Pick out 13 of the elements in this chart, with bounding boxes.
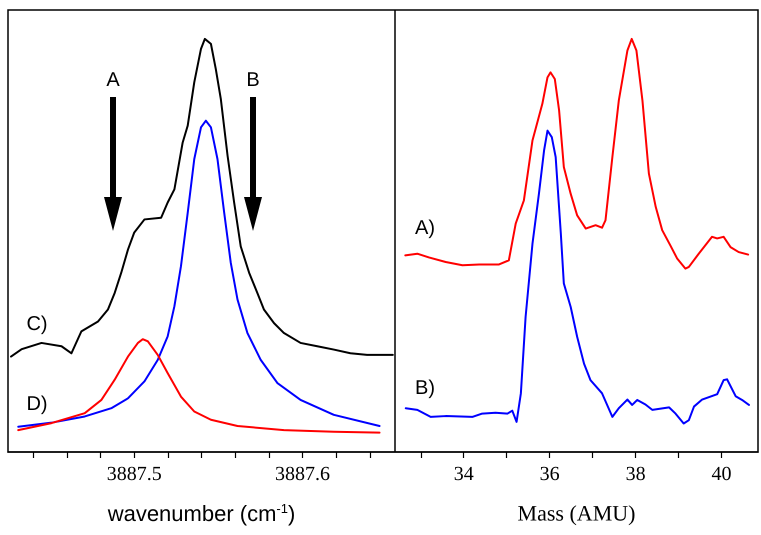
annotation: B — [246, 69, 260, 91]
annotation: A) — [415, 217, 435, 239]
annotation: A — [106, 69, 120, 91]
annotation: D) — [26, 393, 48, 415]
annotation: B) — [415, 377, 435, 399]
x-axis-title: Mass (AMU) — [518, 500, 636, 526]
x-tick-label: 3887.5 — [106, 463, 162, 485]
x-tick-label: 40 — [711, 463, 732, 485]
annotation: C) — [26, 313, 48, 335]
x-tick-label: 36 — [540, 463, 560, 485]
x-tick-label: 3887.6 — [274, 463, 330, 485]
x-tick-label: 38 — [626, 463, 646, 485]
x-tick-label: 34 — [454, 463, 474, 485]
